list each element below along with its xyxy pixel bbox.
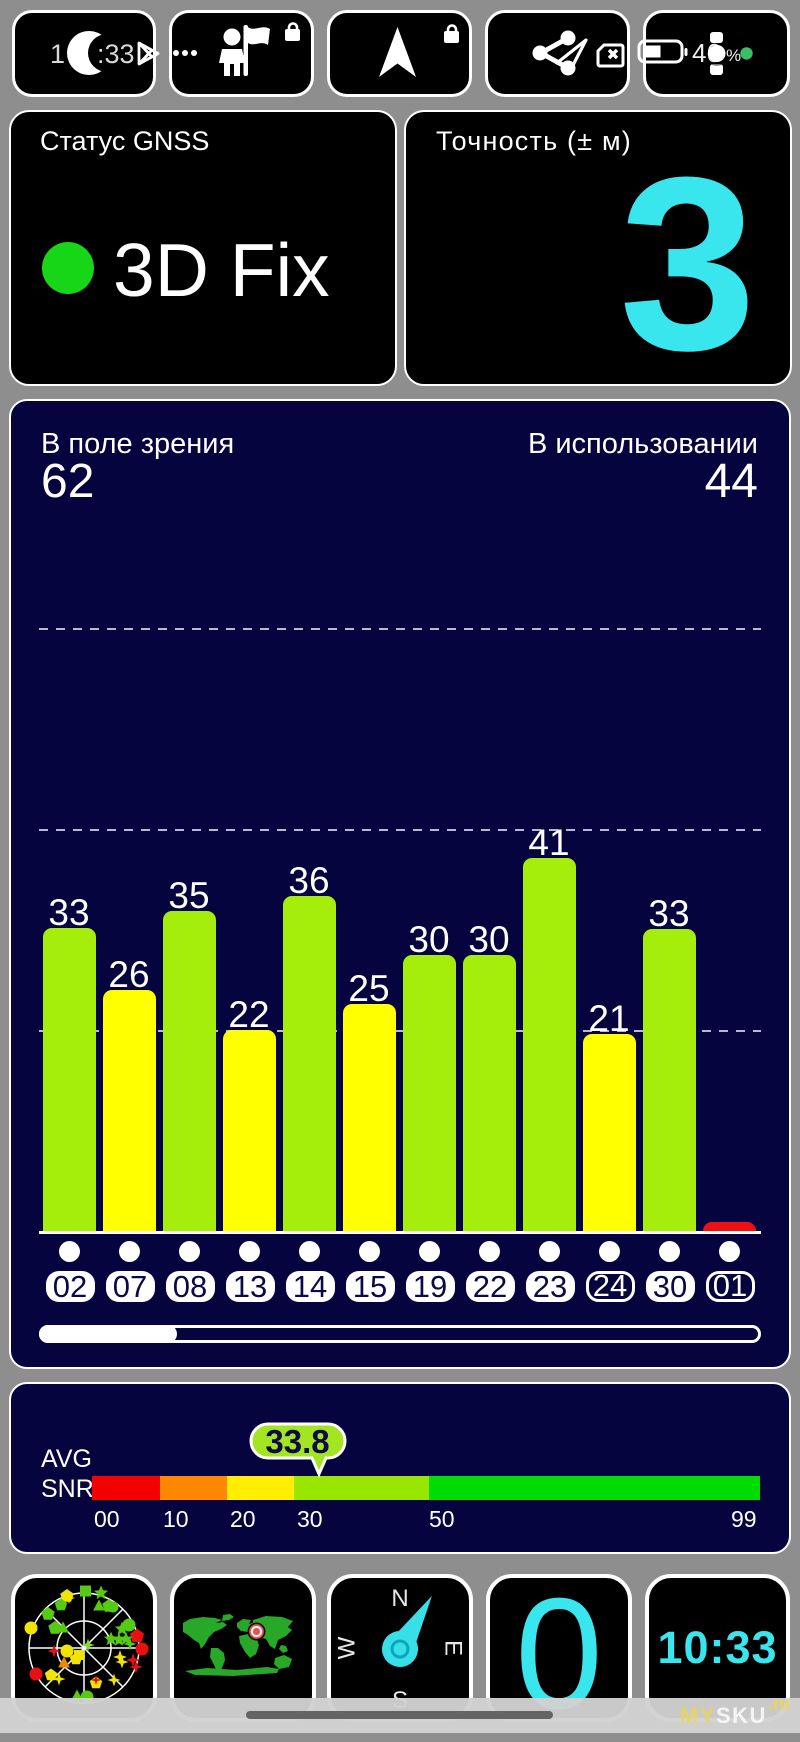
svg-text::33: :33 xyxy=(97,39,135,69)
svg-text:N: N xyxy=(391,1585,408,1612)
svg-text:33.8: 33.8 xyxy=(265,1423,329,1460)
svg-text:%: % xyxy=(726,46,741,65)
svg-text:E: E xyxy=(440,1640,467,1656)
svg-text:1: 1 xyxy=(50,39,65,69)
svg-text:W: W xyxy=(333,1636,360,1659)
